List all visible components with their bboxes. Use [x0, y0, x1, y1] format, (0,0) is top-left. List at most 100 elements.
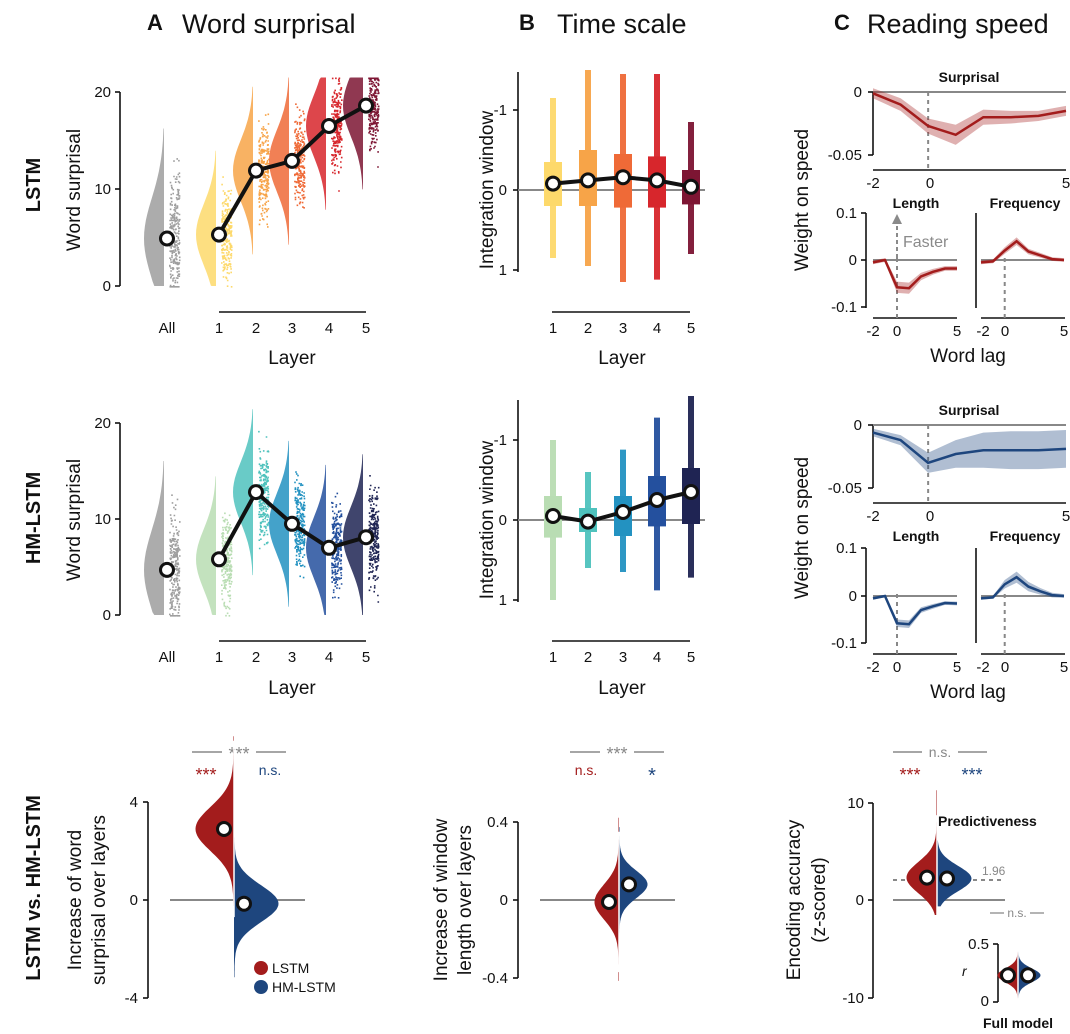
compare-window-sig-hm: * — [648, 765, 656, 787]
panel-a-lstm-xtick: 3 — [288, 320, 296, 337]
panel-c-lstm-frequency-xtick: 5 — [1060, 323, 1068, 340]
panel-c-hm-surprisal-ytick: 0 — [854, 417, 862, 434]
compare-encoding-sig: n.s. — [929, 744, 952, 760]
panel-c-hm-length-xtick: 0 — [893, 659, 901, 676]
violin-half — [906, 790, 937, 915]
legend-lstm-label: LSTM — [272, 960, 309, 976]
panel-b-lstm-xlabel: Layer — [598, 348, 646, 369]
panel-a-hm-ylabel: Word surprisal — [64, 459, 85, 581]
panel-b-lstm-xtick: 4 — [653, 320, 661, 337]
panel-a-hm-xtick: 1 — [215, 649, 223, 666]
panel-a-hm-xtick: 5 — [362, 649, 370, 666]
panel-c-lstm-surprisal-ytick: -0.05 — [828, 147, 862, 164]
mean-marker-hm — [1020, 967, 1036, 984]
panel-c-hm-surprisal-title: Surprisal — [939, 402, 1000, 418]
panel-letter-b: B — [519, 10, 535, 35]
panel-c-hm-surprisal-xtick: 5 — [1062, 508, 1070, 525]
full-model-plot — [997, 947, 1041, 1004]
panel-c-hm-length-plot — [872, 594, 958, 654]
compare-window-ytick: 0 — [500, 892, 508, 909]
panel-c-lstm-surprisal-ytick: 0 — [854, 84, 862, 101]
panel-a-lstm-ytick: 10 — [94, 181, 111, 198]
panel-a-lstm-plot — [144, 77, 380, 288]
legend: LSTM HM-LSTM — [254, 960, 336, 995]
half-violin — [233, 86, 253, 255]
panel-c-lstm-frequency-xtick: -2 — [976, 323, 989, 340]
half-violin — [343, 454, 363, 615]
panel-b-hm-xtick: 4 — [653, 649, 661, 666]
panel-c-lstm-ylabel: Weight on speed — [792, 129, 813, 271]
full-model-ytick: 0.5 — [968, 936, 989, 953]
mean-marker-hm — [939, 870, 955, 887]
mean-marker-lstm — [919, 869, 935, 886]
mean-marker-lstm — [601, 894, 617, 910]
panel-a-lstm-xtick: 4 — [325, 320, 333, 337]
faster-arrow — [892, 214, 902, 258]
panel-c-lstm-length-ytick: 0 — [849, 252, 857, 269]
panel-a-hm-axes — [115, 422, 366, 642]
panel-title-c: Reading speed — [867, 9, 1049, 39]
panel-b-hm-ytick: 0 — [499, 512, 507, 529]
mean-marker — [321, 539, 337, 556]
mean-marker — [284, 515, 300, 532]
panel-c-lstm-surprisal-title: Surprisal — [939, 69, 1000, 85]
compare-window-bracket-gap — [600, 744, 634, 760]
panel-c-hm-frequency-title: Frequency — [990, 528, 1061, 544]
mean-marker — [211, 551, 227, 568]
half-violin — [144, 461, 164, 615]
median-marker — [615, 504, 631, 520]
error-band — [873, 258, 957, 294]
mean-marker-hm — [236, 895, 252, 912]
compare-surprisal-sig-lstm: *** — [195, 765, 216, 785]
panel-a-lstm-xtick: 1 — [215, 320, 223, 337]
violin-half — [195, 736, 234, 907]
panel-c-lstm-surprisal-plot — [872, 88, 1067, 170]
panel-b-lstm-xtick: 1 — [549, 320, 557, 337]
mean-marker — [211, 226, 227, 243]
panel-a-hm-xtick: All — [159, 649, 176, 666]
compare-window-plot — [594, 817, 648, 981]
panel-c-lstm-frequency-plot — [980, 237, 1065, 318]
panel-c-hm-surprisal-xtick: -2 — [866, 508, 879, 525]
full-model-ytick: 0 — [981, 993, 989, 1010]
compare-encoding-ytick: -10 — [842, 990, 864, 1007]
panel-c-lstm-surprisal-axes — [868, 91, 1066, 171]
scatter-points — [258, 113, 270, 228]
series-line — [980, 239, 1065, 264]
series-line — [980, 575, 1065, 600]
violin-half — [937, 840, 972, 907]
compare-surprisal-sig: *** — [228, 744, 249, 764]
panel-c-lstm-surprisal-xtick: -2 — [866, 175, 879, 192]
compare-encoding-threshold: 1.96 — [982, 864, 1006, 878]
panel-c-lstm-surprisal-xtick: 0 — [926, 175, 934, 192]
panel-b-hm-xtick: 1 — [549, 649, 557, 666]
full-model-axes — [993, 943, 999, 1003]
median-marker — [649, 492, 665, 508]
compare-encoding-ytick: 0 — [856, 892, 864, 909]
panel-c-hm-surprisal-plot — [872, 424, 1067, 503]
compare-window-sig: *** — [606, 744, 627, 764]
mean-marker — [358, 97, 374, 114]
compare-encoding-sig-lstm: *** — [899, 765, 920, 785]
mean-marker — [284, 152, 300, 169]
panel-a-lstm-ylabel: Word surprisal — [64, 129, 85, 251]
panel-title-a: Word surprisal — [182, 9, 356, 39]
mean-marker — [248, 484, 264, 501]
full-model-ylabel: r — [962, 963, 968, 979]
panel-b-lstm-ytick: 1 — [499, 262, 507, 279]
panel-b-lstm-plot — [544, 70, 700, 282]
half-violin — [144, 128, 164, 286]
panel-a-hm-ytick: 0 — [103, 607, 111, 624]
panel-c-hm-frequency-axes — [975, 548, 1065, 655]
series-line — [872, 92, 1067, 137]
compare-window-axes — [513, 821, 675, 979]
half-violin — [196, 150, 216, 286]
panel-b-lstm-axes — [513, 72, 705, 313]
half-violin — [343, 77, 363, 190]
panel-c-hm-length-title: Length — [893, 528, 940, 544]
scatter-points — [368, 77, 380, 168]
panel-b-hm-ytick: -1 — [494, 432, 507, 449]
panel-a-hm-xlabel: Layer — [268, 678, 316, 699]
half-violin — [233, 409, 253, 576]
median-marker — [615, 169, 631, 186]
